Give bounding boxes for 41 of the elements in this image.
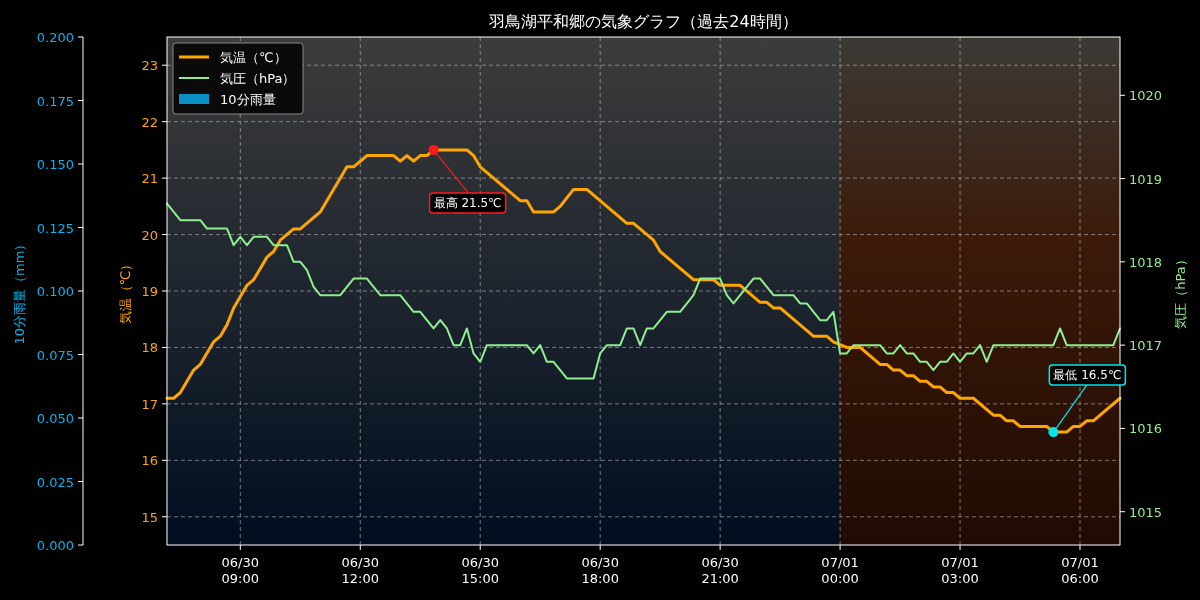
y3-tick-label: 0.175 [36, 93, 74, 109]
x-tick-label: 07/01 06:00 [1061, 555, 1099, 586]
y2-tick-label: 1017 [1129, 338, 1163, 354]
y3-axis-title: 10分雨量（mm） [12, 237, 27, 345]
y-axis-title: 気温（℃） [118, 257, 133, 325]
y3-tick-label: 0.200 [36, 30, 74, 45]
annotation: 最高 21.5℃ [433, 195, 502, 210]
y3-tick-label: 0.075 [36, 347, 74, 363]
chart-title: 羽鳥湖平和郷の気象グラフ（過去24時間） [488, 12, 798, 31]
y-tick-label: 19 [141, 284, 158, 299]
y2-tick-label: 1016 [1129, 421, 1163, 437]
y3-tick-label: 0.000 [36, 538, 74, 553]
y-tick-label: 20 [141, 227, 158, 243]
legend-label: 気温（℃） [220, 50, 287, 65]
y-tick-label: 21 [141, 171, 158, 187]
x-tick-label: 07/01 03:00 [941, 555, 979, 586]
y-tick-label: 22 [141, 114, 158, 130]
annotation: 最低 16.5℃ [1053, 368, 1122, 383]
y2-tick-label: 1020 [1129, 88, 1163, 104]
x-tick-label: 06/30 09:00 [221, 555, 260, 586]
y-tick-label: 18 [141, 340, 158, 356]
y2-tick-label: 1015 [1129, 504, 1163, 520]
y-tick-label: 15 [141, 509, 158, 525]
y3-tick-label: 0.025 [36, 474, 74, 490]
y3-tick-label: 0.050 [36, 411, 74, 426]
y-tick-label: 16 [141, 453, 158, 469]
y-tick-label: 17 [141, 396, 158, 412]
y3-tick-label: 0.150 [36, 157, 74, 172]
y2-tick-label: 1018 [1129, 254, 1163, 270]
y3-tick-label: 0.100 [36, 284, 74, 299]
y2-axis-title: 気圧（hPa） [1173, 253, 1188, 329]
legend-label: 気圧（hPa） [220, 71, 296, 86]
y2-tick-label: 1019 [1129, 171, 1163, 187]
x-tick-label: 06/30 15:00 [461, 555, 499, 586]
x-tick-label: 06/30 21:00 [701, 555, 739, 586]
x-tick-label: 06/30 18:00 [581, 555, 619, 586]
legend-label: 10分雨量 [220, 92, 276, 107]
y-tick-label: 23 [141, 58, 158, 74]
y3-tick-label: 0.125 [36, 220, 74, 236]
x-tick-label: 07/01 00:00 [821, 555, 859, 586]
x-tick-label: 06/30 12:00 [341, 555, 379, 586]
